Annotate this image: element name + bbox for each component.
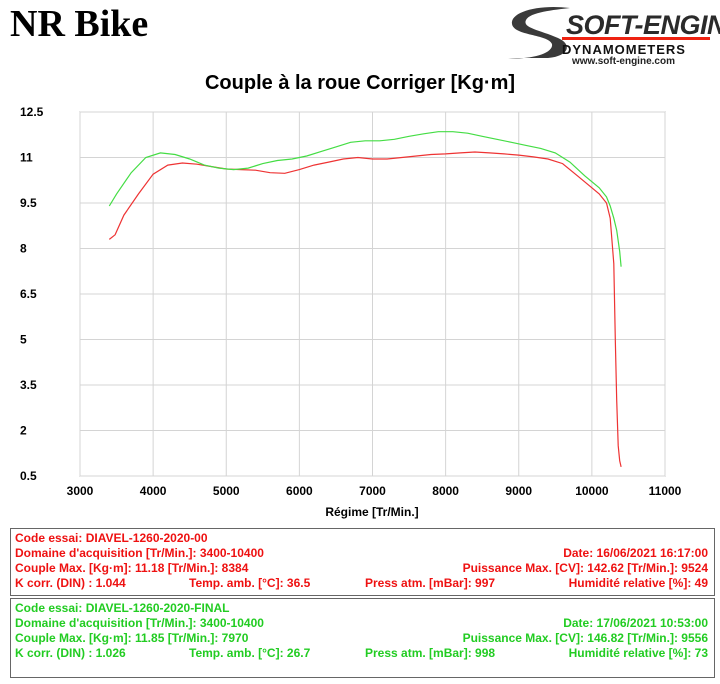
series-line-1 <box>108 151 622 468</box>
x-tick-labels: 3000 4000 5000 6000 7000 8000 9000 10000 11000 <box>67 484 682 498</box>
run-domain: Domaine d'acquisition [Tr/Min.]: 3400-10… <box>15 546 264 560</box>
y-tick-label: 5 <box>20 333 27 347</box>
run-temp: Temp. amb. [°C]: 26.7 <box>189 646 311 660</box>
logo-subtitle: DYNAMOMETERS <box>562 42 686 57</box>
logo-swoosh-icon <box>508 6 710 59</box>
y-tick-labels: 12.5 11 9.5 8 6.5 5 3.5 2 0.5 <box>20 105 44 483</box>
run-press: Press atm. [mBar]: 997 <box>365 576 496 590</box>
run-k-corr: K corr. (DIN) : 1.044 <box>15 576 126 590</box>
y-tick-label: 3.5 <box>20 378 37 392</box>
x-tick-label: 5000 <box>213 484 240 498</box>
run-temp: Temp. amb. [°C]: 36.5 <box>189 576 311 590</box>
run-couple-max: Couple Max. [Kg·m]: 11.18 [Tr/Min.]: 838… <box>15 561 249 575</box>
y-tick-label: 11 <box>20 151 33 165</box>
series-lines <box>108 131 622 468</box>
x-tick-label: 3000 <box>67 484 94 498</box>
y-tick-label: 2 <box>20 424 27 438</box>
x-tick-label: 7000 <box>359 484 386 498</box>
x-tick-label: 6000 <box>286 484 313 498</box>
run-code: Code essai: DIAVEL-1260-2020-FINAL <box>15 601 230 615</box>
run-domain: Domaine d'acquisition [Tr/Min.]: 3400-10… <box>15 616 264 630</box>
run-puissance-max: Puissance Max. [CV]: 142.62 [Tr/Min.]: 9… <box>462 561 708 575</box>
run-code: Code essai: DIAVEL-1260-2020-00 <box>15 531 208 545</box>
run-k-corr: K corr. (DIN) : 1.026 <box>15 646 126 660</box>
series-line-2 <box>108 131 622 267</box>
run-humidity: Humidité relative [%]: 49 <box>568 576 708 590</box>
torque-chart: 12.5 11 9.5 8 6.5 5 3.5 2 0.5 3000 4000 5000 6000 70… <box>20 105 682 519</box>
run-couple-max: Couple Max. [Kg·m]: 11.85 [Tr/Min.]: 797… <box>15 631 249 645</box>
run-info-box-2: Code essai: DIAVEL-1260-2020-FINAL Domai… <box>10 598 715 678</box>
run-puissance-max: Puissance Max. [CV]: 146.82 [Tr/Min.]: 9… <box>462 631 708 645</box>
brand-title: NR Bike <box>10 3 149 45</box>
chart-title: Couple à la roue Corriger [Kg·m] <box>204 72 516 94</box>
logo-text: SOFT-ENGINE <box>566 10 720 40</box>
x-tick-label: 4000 <box>140 484 167 498</box>
y-tick-label: 9.5 <box>20 196 37 210</box>
run-info-box-1: Code essai: DIAVEL-1260-2020-00 Domaine … <box>10 528 715 596</box>
x-tick-label: 11000 <box>649 484 682 498</box>
x-axis-label: Régime [Tr/Min.] <box>325 505 418 519</box>
run-humidity: Humidité relative [%]: 73 <box>568 646 708 660</box>
x-tick-label: 10000 <box>575 484 609 498</box>
logo-url: www.soft-engine.com <box>572 56 675 67</box>
y-tick-label: 6.5 <box>20 287 37 301</box>
y-tick-label: 8 <box>20 242 27 256</box>
run-press: Press atm. [mBar]: 998 <box>365 646 496 660</box>
grid-lines <box>79 111 666 477</box>
x-tick-label: 8000 <box>432 484 459 498</box>
run-date: Date: 16/06/2021 16:17:00 <box>563 546 708 560</box>
y-tick-label: 0.5 <box>20 469 37 483</box>
run-date: Date: 17/06/2021 10:53:00 <box>563 616 708 630</box>
x-tick-label: 9000 <box>505 484 532 498</box>
y-tick-label: 12.5 <box>20 105 44 119</box>
soft-engine-logo: SOFT-ENGINE DYNAMOMETERS www.soft-engine… <box>508 0 720 68</box>
